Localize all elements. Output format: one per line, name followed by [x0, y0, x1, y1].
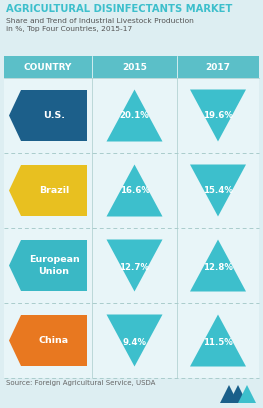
Text: AGRICULTURAL DISINFECTANTS MARKET: AGRICULTURAL DISINFECTANTS MARKET [6, 4, 232, 14]
Text: European
Union: European Union [29, 255, 79, 275]
Text: 16.6%: 16.6% [120, 186, 149, 195]
Polygon shape [229, 385, 247, 403]
Bar [4, 228, 259, 303]
Text: 12.8%: 12.8% [203, 263, 233, 272]
Text: 12.7%: 12.7% [119, 263, 149, 272]
Text: China: China [39, 336, 69, 345]
Bar [4, 153, 259, 228]
Polygon shape [9, 240, 87, 291]
Polygon shape [9, 165, 87, 216]
Polygon shape [190, 315, 246, 366]
Text: Source: Foreign Agricultural Service, USDA: Source: Foreign Agricultural Service, US… [6, 380, 155, 386]
Text: 11.5%: 11.5% [203, 338, 233, 347]
Text: Brazil: Brazil [39, 186, 69, 195]
Text: 20.1%: 20.1% [120, 111, 149, 120]
Text: U.S.: U.S. [43, 111, 65, 120]
Polygon shape [190, 239, 246, 291]
Text: 19.6%: 19.6% [203, 111, 233, 120]
Polygon shape [9, 315, 87, 366]
Text: 2017: 2017 [205, 62, 230, 71]
Text: COUNTRY: COUNTRY [24, 62, 72, 71]
Text: 9.4%: 9.4% [123, 338, 146, 347]
Polygon shape [107, 164, 163, 217]
Text: 15.4%: 15.4% [203, 186, 233, 195]
Polygon shape [190, 164, 246, 217]
Polygon shape [107, 89, 163, 142]
Polygon shape [238, 385, 256, 403]
Polygon shape [107, 315, 163, 366]
Text: Share and Trend of Industrial Livestock Production
in %, Top Four Countries, 201: Share and Trend of Industrial Livestock … [6, 18, 194, 32]
Polygon shape [190, 89, 246, 142]
Text: 2015: 2015 [122, 62, 147, 71]
Bar [4, 78, 259, 153]
Bar [4, 303, 259, 378]
Bar [4, 56, 259, 78]
Polygon shape [107, 239, 163, 291]
Polygon shape [220, 385, 238, 403]
Polygon shape [9, 90, 87, 141]
